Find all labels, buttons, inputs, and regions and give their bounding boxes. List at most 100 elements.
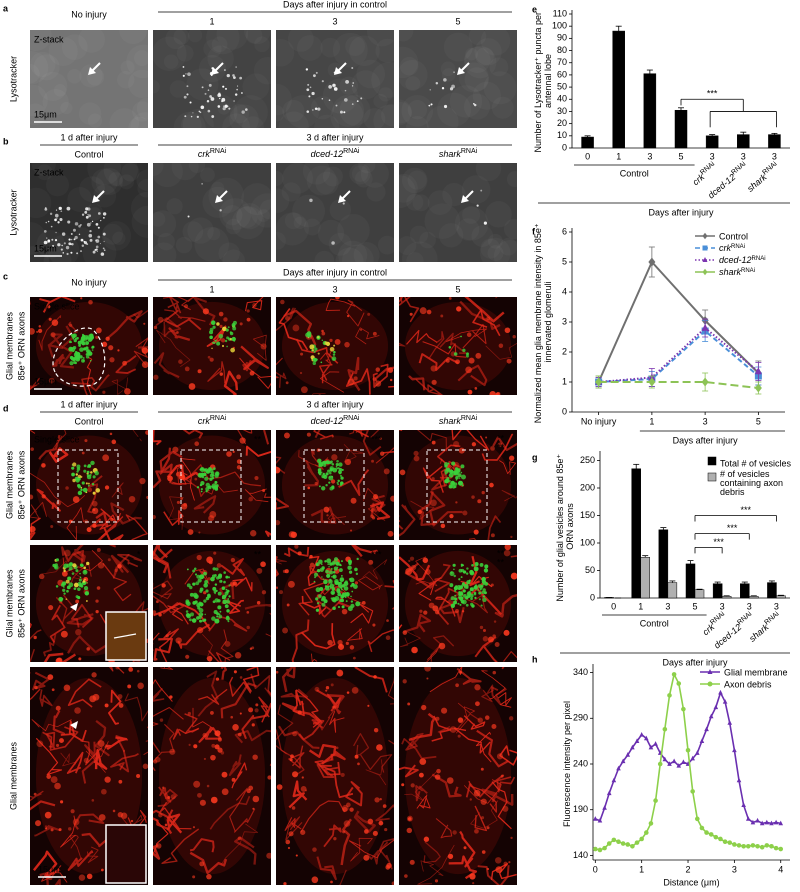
axon-debris — [203, 473, 207, 477]
group-header: Days after injury in control — [283, 0, 387, 9]
y-tick-label: 250 — [580, 455, 595, 465]
glial-process — [347, 628, 363, 641]
glial-process — [422, 465, 444, 493]
puncta — [103, 216, 105, 219]
point — [606, 841, 612, 846]
glial-process — [228, 676, 252, 697]
glial-process — [244, 603, 271, 610]
point — [732, 842, 737, 847]
glial-process — [428, 330, 445, 359]
glial-blob — [111, 439, 117, 445]
glial-process — [313, 430, 334, 440]
glial-process — [422, 341, 467, 358]
glial-process — [403, 613, 432, 634]
axon-debris — [311, 348, 315, 352]
y-tick-label: 80 — [557, 45, 567, 55]
glial-blob — [383, 468, 390, 475]
axon-debris — [458, 596, 462, 599]
glial-blob — [440, 314, 444, 318]
axon-debris — [68, 346, 74, 352]
puncta — [65, 245, 70, 250]
glial-blob — [220, 751, 225, 755]
glial-blob — [292, 731, 298, 737]
glial-blob — [252, 795, 260, 803]
axon-debris — [199, 587, 204, 592]
haze — [119, 16, 147, 44]
axon-debris — [83, 569, 87, 574]
bar — [705, 135, 719, 149]
glial-process — [52, 430, 67, 450]
glial-process — [487, 515, 502, 540]
point — [718, 689, 723, 695]
axon-debris — [458, 477, 461, 479]
point — [745, 843, 751, 849]
puncta — [344, 89, 347, 92]
point — [741, 802, 746, 807]
glial-blob — [409, 312, 413, 316]
puncta — [70, 251, 73, 254]
glial-blob — [469, 873, 476, 880]
glial-process — [490, 686, 507, 705]
bar — [643, 73, 657, 149]
glial-process — [263, 493, 271, 499]
axon-debris — [77, 340, 82, 345]
puncta — [74, 235, 78, 240]
axon-debris — [195, 601, 198, 604]
puncta — [451, 84, 455, 89]
point — [699, 738, 705, 743]
point — [769, 820, 774, 826]
axon-debris — [319, 460, 321, 463]
glial-process — [202, 633, 213, 662]
glial-process — [67, 850, 94, 871]
panel-letter: b — [3, 136, 9, 146]
puncta — [473, 103, 475, 105]
y-tick-label: 0 — [562, 142, 567, 152]
axon-debris — [455, 479, 458, 481]
glial-blob — [471, 495, 475, 499]
y-tick-label: 1 — [562, 376, 567, 386]
glial-blob — [96, 586, 101, 590]
error-bar — [741, 581, 748, 584]
axon-debris — [185, 599, 190, 604]
glial-blob — [485, 436, 488, 439]
glial-blob — [474, 387, 478, 390]
glial-blob — [309, 554, 313, 559]
axon-debris — [192, 569, 196, 573]
glial-blob — [504, 327, 511, 334]
puncta — [56, 217, 58, 219]
haze — [378, 236, 397, 255]
stain-label: Glial membranes — [8, 741, 18, 810]
point — [754, 383, 762, 393]
glial-blob — [107, 558, 111, 562]
axon-debris — [209, 335, 213, 340]
glial-blob — [224, 641, 231, 647]
y-tick-label: 100 — [552, 21, 567, 31]
glial-blob — [321, 329, 324, 333]
glial-process — [100, 512, 124, 538]
glial-blob — [417, 509, 422, 515]
glial-process — [353, 810, 376, 833]
genotype-label-sup: RNAi — [761, 160, 778, 176]
axon-debris — [72, 357, 76, 362]
axon-debris — [225, 588, 228, 591]
y-axis-title: Number of glial vesicles around 85e⁺ ORN… — [555, 451, 575, 601]
glial-process — [67, 635, 110, 654]
column-header-sup: RNAi — [461, 415, 478, 422]
glial-blob — [51, 688, 55, 692]
glial-blob — [428, 602, 435, 609]
glial-blob — [157, 316, 164, 323]
label-line: Number of glial vesicles around 85e⁺ — [555, 451, 565, 601]
axon-debris — [316, 602, 320, 605]
axon-debris — [58, 596, 64, 602]
glial-blob — [87, 487, 93, 493]
axon-debris — [189, 618, 192, 622]
column-header: sharkRNAi — [439, 148, 478, 160]
glial-blob — [326, 514, 329, 517]
glial-process — [102, 562, 132, 602]
axon-debris — [337, 483, 339, 486]
puncta — [79, 250, 83, 253]
axon-debris — [75, 569, 79, 573]
point — [754, 367, 762, 375]
axon-debris — [473, 592, 477, 596]
axon-debris — [327, 469, 331, 473]
